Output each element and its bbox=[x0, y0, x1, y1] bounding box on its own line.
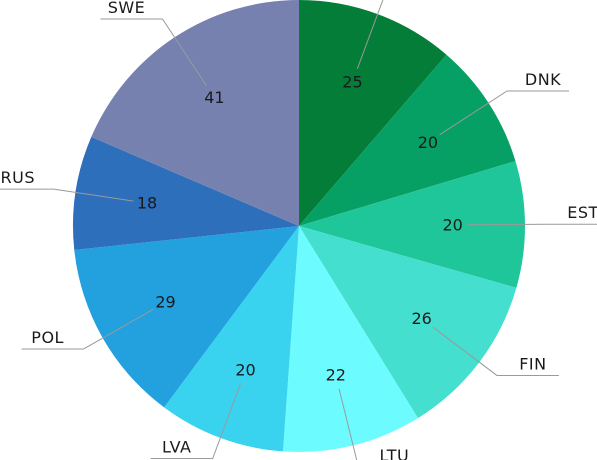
data-label-ltu: 22 bbox=[326, 366, 346, 385]
pie-slice-swe bbox=[91, 0, 299, 226]
category-label-lva: LVA bbox=[162, 438, 192, 457]
pie-slice-lva bbox=[164, 226, 299, 452]
data-label-est: 20 bbox=[442, 215, 462, 234]
category-label-pol: POL bbox=[31, 328, 64, 347]
pie-slices bbox=[73, 0, 526, 452]
leader-line-fin bbox=[432, 326, 559, 376]
category-label-dnk: DNK bbox=[525, 70, 561, 89]
data-label-fin: 26 bbox=[411, 309, 431, 328]
leader-line-pol bbox=[21, 308, 154, 350]
leader-line-rus bbox=[0, 188, 134, 202]
data-label-rus: 18 bbox=[137, 194, 157, 213]
leader-line-ltu bbox=[338, 388, 358, 460]
leader-line-dnk bbox=[439, 90, 570, 136]
pie-slice-est bbox=[299, 161, 526, 288]
pie-slice-fin bbox=[299, 226, 517, 419]
category-label-ltu: LTU bbox=[379, 446, 409, 460]
pie-slice-deu bbox=[299, 0, 447, 226]
category-label-swe: SWE bbox=[108, 0, 146, 17]
pie-slice-ltu bbox=[282, 226, 418, 452]
data-label-deu: 25 bbox=[342, 72, 362, 91]
data-label-swe: 41 bbox=[204, 88, 224, 107]
pie-slice-pol bbox=[74, 226, 299, 408]
category-label-fin: FIN bbox=[519, 354, 546, 373]
data-label-lva: 20 bbox=[235, 361, 255, 380]
pie-slice-rus bbox=[73, 136, 299, 251]
leader-line-deu bbox=[356, 0, 384, 69]
data-label-pol: 29 bbox=[155, 293, 175, 312]
category-label-est: EST bbox=[567, 203, 597, 222]
leader-line-lva bbox=[150, 383, 242, 460]
pie-slice-dnk bbox=[299, 54, 516, 226]
data-label-dnk: 20 bbox=[418, 133, 438, 152]
leader-line-swe bbox=[100, 18, 208, 87]
leader-line-est bbox=[466, 223, 597, 226]
category-label-rus: RUS bbox=[1, 168, 35, 187]
